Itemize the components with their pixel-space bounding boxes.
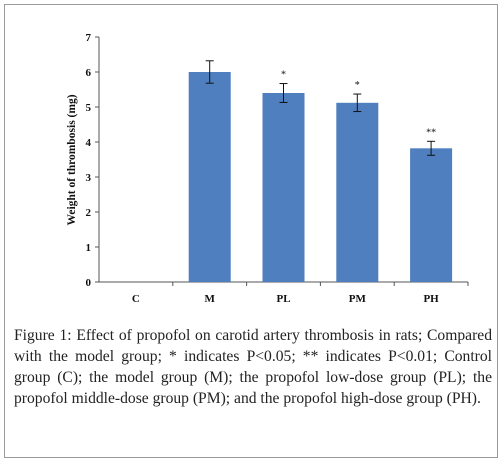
- category-label-pl: PL: [276, 293, 290, 305]
- caption-text: Effect of propofol on carotid artery thr…: [14, 327, 492, 407]
- category-label-ph: PH: [423, 293, 439, 305]
- category-label-pm: PM: [349, 293, 367, 305]
- y-tick-label: 0: [86, 277, 92, 289]
- category-label-c: C: [132, 293, 140, 305]
- chart-bars: [188, 60, 453, 282]
- y-tick-label: 7: [86, 32, 92, 44]
- significance-label: *: [281, 70, 286, 81]
- y-tick-label: 4: [86, 137, 92, 149]
- y-tick-label: 6: [86, 67, 92, 79]
- figure-caption: Figure 1: Effect of propofol on carotid …: [14, 325, 492, 409]
- bar-pl: [262, 93, 305, 282]
- y-tick-label: 1: [86, 242, 92, 254]
- y-tick-label: 3: [86, 172, 92, 184]
- category-label-m: M: [205, 293, 216, 305]
- chart-labels: 0 1 2 3 4 5 6 7 C M * PL * PM ** PH: [86, 32, 440, 305]
- bar-chart: 0 1 2 3 4 5 6 7 C M * PL * PM ** PH Weight of thrombosi…: [66, 32, 469, 305]
- significance-label: *: [355, 80, 360, 91]
- y-axis-label: Weight of thrombosis (mg): [66, 94, 78, 225]
- bar-ph: [410, 148, 453, 282]
- significance-label: **: [426, 127, 436, 138]
- bar-pm: [336, 102, 379, 282]
- y-tick-label: 5: [86, 102, 92, 114]
- caption-label: Figure 1:: [14, 327, 72, 344]
- bar-m: [188, 72, 231, 282]
- y-tick-label: 2: [86, 207, 92, 219]
